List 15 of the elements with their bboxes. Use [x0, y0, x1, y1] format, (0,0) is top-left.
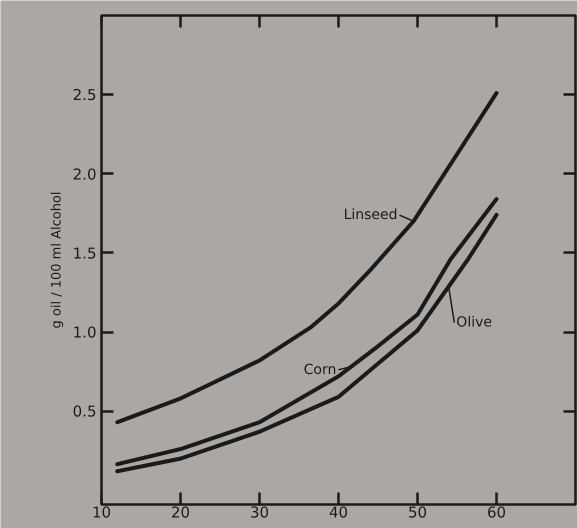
- annotation: Linseed: [344, 207, 398, 224]
- x-tick-label: 30: [250, 504, 270, 522]
- y-tick-label: 1.5: [72, 244, 97, 262]
- x-tick-label: 40: [328, 504, 348, 522]
- annotation: Olive: [456, 314, 492, 331]
- y-tick-label: 2.0: [72, 165, 97, 184]
- x-tick-label: 10: [92, 504, 112, 522]
- x-tick-label: 20: [170, 504, 190, 522]
- x-tick-label: 60: [486, 504, 506, 522]
- y-tick-label: 2.5: [72, 86, 97, 104]
- y-tick-label: 0.5: [72, 402, 97, 421]
- y-axis-title: g oil / 100 ml Alcohol: [50, 192, 65, 328]
- x-tick-label: 50: [408, 504, 428, 522]
- y-tick-label: 1.0: [72, 324, 97, 342]
- annotation: Corn: [304, 362, 336, 378]
